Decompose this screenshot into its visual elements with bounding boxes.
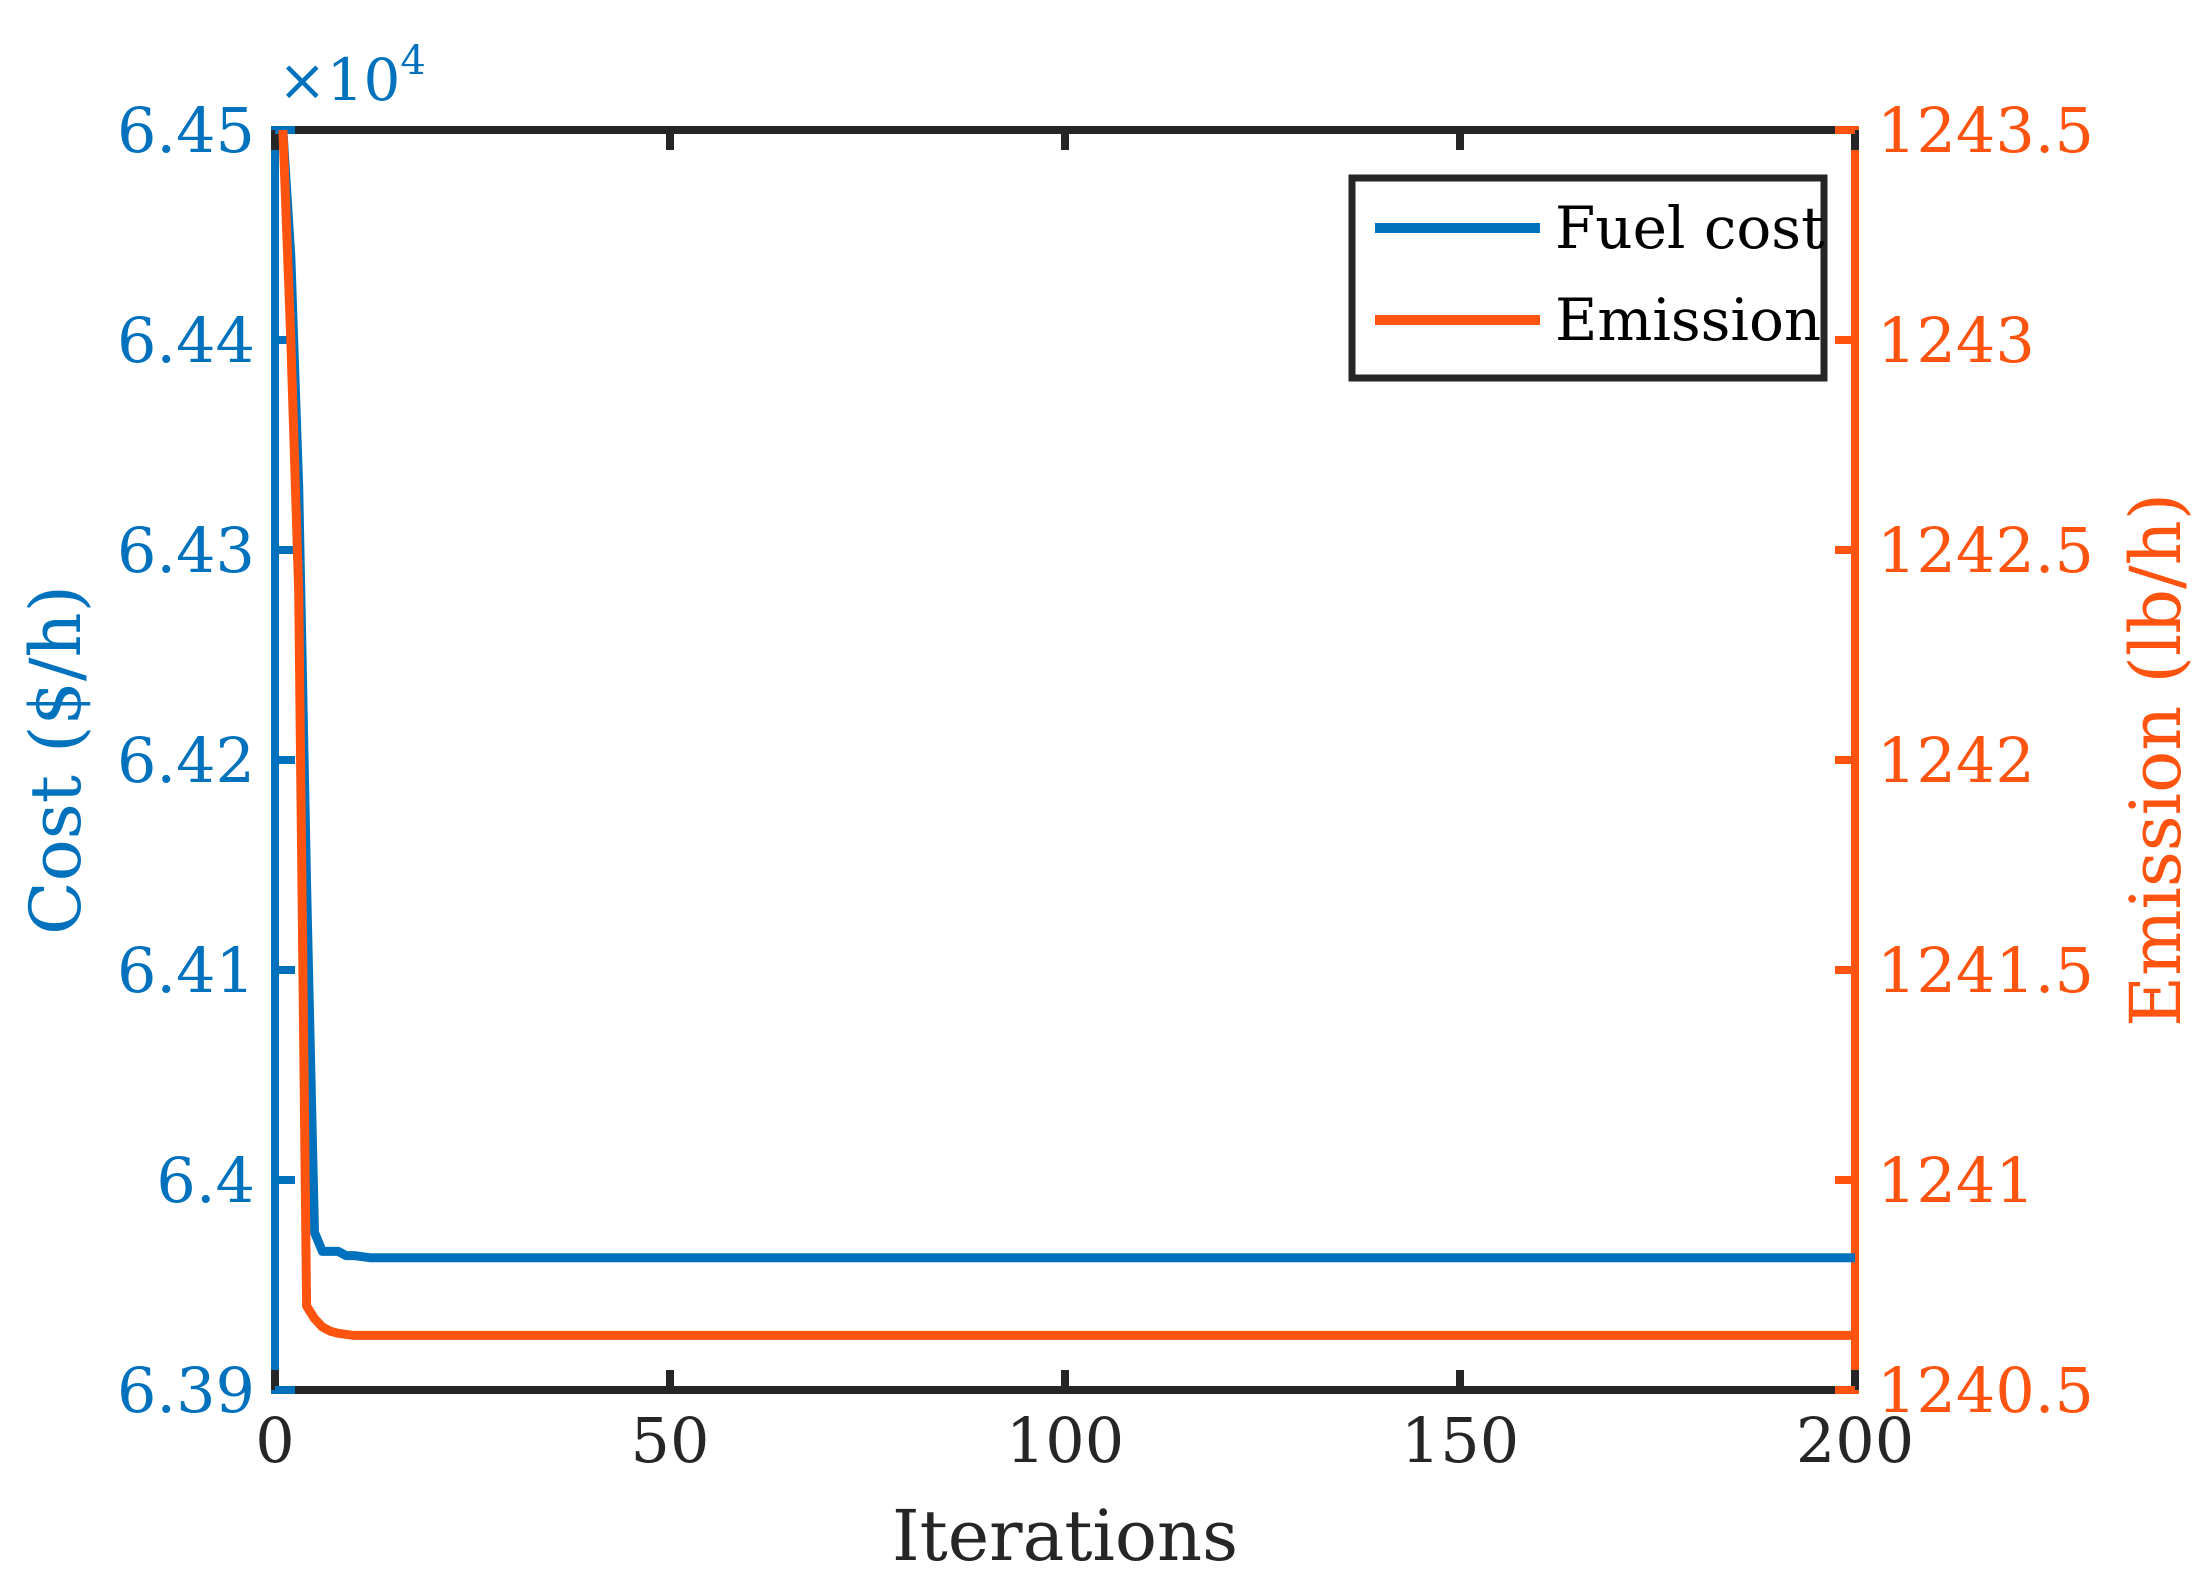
y-left-tick-label: 6.43 bbox=[117, 514, 255, 587]
y-left-tick-label: 6.4 bbox=[156, 1144, 255, 1217]
x-tick-label: 200 bbox=[1796, 1404, 1914, 1477]
x-tick-label: 50 bbox=[631, 1404, 710, 1477]
legend-label-fuel-cost: Fuel cost bbox=[1555, 194, 1824, 262]
y-right-tick-label: 1242.5 bbox=[1877, 514, 2094, 587]
y-left-tick-label: 6.45 bbox=[117, 94, 255, 167]
y-right-tick-label: 1240.5 bbox=[1877, 1354, 2094, 1427]
y-left-axis-label: Cost ($/h) bbox=[15, 585, 97, 935]
x-tick-label: 150 bbox=[1401, 1404, 1519, 1477]
legend-box bbox=[1348, 174, 1828, 382]
x-axis-label: Iterations bbox=[892, 1495, 1238, 1577]
legend: Fuel cost Emission bbox=[1348, 174, 1828, 382]
y-left-tick-label: 6.41 bbox=[117, 934, 255, 1007]
y-right-axis-label: Emission (lb/h) bbox=[2115, 493, 2197, 1027]
y-left-exponent-power: 4 bbox=[400, 38, 425, 84]
y-right-tick-label: 1243 bbox=[1877, 304, 2035, 377]
x-tick-label: 100 bbox=[1006, 1404, 1124, 1477]
y-right-tick-label: 1241 bbox=[1877, 1144, 2035, 1217]
y-left-exponent-base: ×10 bbox=[278, 46, 400, 114]
x-tick-label: 0 bbox=[255, 1404, 294, 1477]
y-left-exponent: ×104 bbox=[278, 38, 426, 114]
y-right-tick-label: 1243.5 bbox=[1877, 94, 2094, 167]
series-line-emission bbox=[278, 129, 1855, 1340]
y-right-tick-label: 1242 bbox=[1877, 724, 2035, 797]
legend-label-emission: Emission bbox=[1555, 286, 1821, 354]
y-left-tick-label: 6.42 bbox=[117, 724, 255, 797]
y-left-tick-label: 6.44 bbox=[117, 304, 255, 377]
y-right-tick-label: 1241.5 bbox=[1877, 934, 2094, 1007]
y-left-tick-label: 6.39 bbox=[117, 1354, 255, 1427]
